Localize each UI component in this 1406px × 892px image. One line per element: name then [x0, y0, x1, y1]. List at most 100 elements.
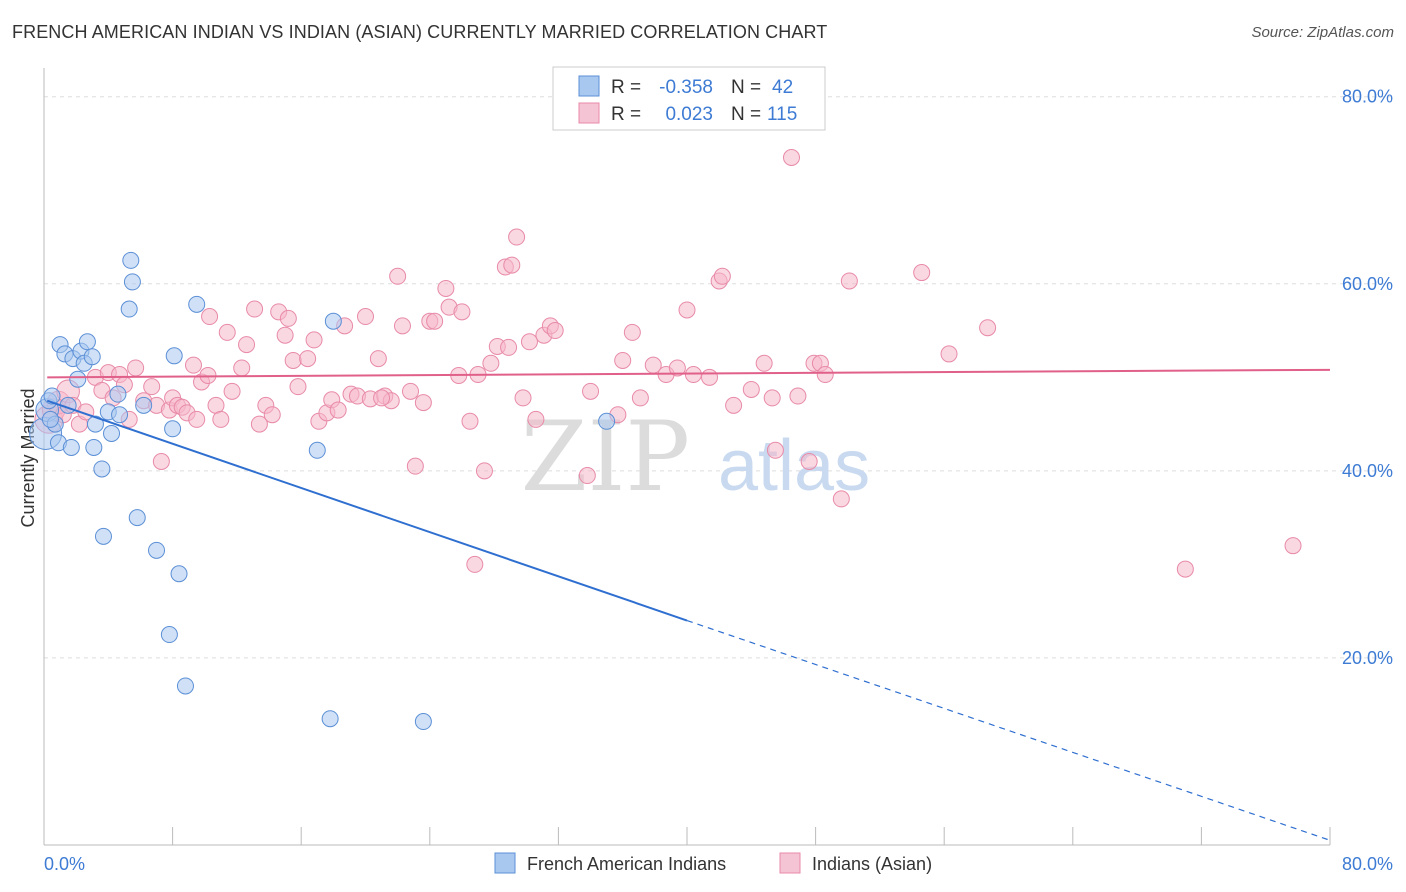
- data-point: [284, 351, 302, 369]
- data-point: [160, 626, 178, 644]
- watermark: ZIP atlas: [521, 401, 870, 513]
- bottom-legend: French American Indians Indians (Asian): [494, 852, 932, 874]
- data-point: [329, 401, 347, 419]
- data-point: [83, 348, 101, 366]
- data-point: [678, 301, 696, 319]
- data-point: [514, 389, 532, 407]
- data-point: [127, 359, 145, 377]
- data-point: [482, 354, 500, 372]
- data-point: [109, 385, 127, 403]
- series-french-american-indians: [29, 251, 616, 731]
- data-point: [263, 406, 281, 424]
- data-point: [475, 462, 493, 480]
- x-tick-label: 80.0%: [1342, 854, 1393, 874]
- data-point: [713, 267, 731, 285]
- legend-r-label: R =: [611, 104, 641, 125]
- data-point: [69, 370, 87, 388]
- data-point: [85, 438, 103, 456]
- bottom-legend-label-indians-asian: Indians (Asian): [812, 854, 932, 874]
- legend-r-value: -0.358: [659, 77, 713, 98]
- data-point: [188, 295, 206, 313]
- data-point: [308, 441, 326, 459]
- trend-lines: [46, 368, 1331, 841]
- data-point: [41, 410, 59, 428]
- data-point: [78, 333, 96, 351]
- data-point: [582, 382, 600, 400]
- data-point: [414, 713, 432, 731]
- data-point: [176, 677, 194, 695]
- data-point: [402, 382, 420, 400]
- data-point: [62, 438, 80, 456]
- data-point: [755, 354, 773, 372]
- data-point: [123, 273, 141, 291]
- legend-n-value: 115: [767, 104, 797, 125]
- y-axis-label: Currently Married: [18, 388, 38, 527]
- data-point: [800, 453, 818, 470]
- legend-swatch-pink: [578, 102, 600, 124]
- data-point: [742, 380, 760, 398]
- data-point: [373, 389, 391, 407]
- data-point: [631, 389, 649, 407]
- legend-r-value: 0.023: [665, 104, 713, 125]
- trend-line-indians-asian: [47, 368, 1331, 379]
- data-point: [406, 457, 424, 475]
- data-point: [979, 319, 997, 337]
- data-point: [527, 410, 545, 428]
- data-point: [212, 410, 230, 428]
- legend-swatch-blue: [578, 75, 600, 97]
- data-point: [120, 300, 138, 318]
- data-point: [453, 303, 471, 321]
- data-point: [170, 565, 188, 583]
- data-point: [623, 323, 641, 341]
- y-tick-label: 60.0%: [1342, 274, 1393, 294]
- data-point: [766, 441, 784, 459]
- data-point: [940, 345, 958, 363]
- data-point: [763, 389, 781, 407]
- bottom-legend-swatch-blue: [494, 852, 516, 874]
- data-point: [520, 333, 538, 351]
- bottom-legend-label-french-american-indians: French American Indians: [527, 854, 726, 874]
- data-point: [276, 326, 294, 344]
- chart-title: FRENCH AMERICAN INDIAN VS INDIAN (ASIAN)…: [12, 22, 828, 42]
- data-point: [466, 555, 484, 573]
- data-point: [279, 309, 297, 327]
- data-point: [816, 366, 834, 384]
- data-point: [503, 256, 521, 274]
- data-point: [289, 378, 307, 396]
- data-point: [305, 331, 323, 349]
- y-tick-label: 20.0%: [1342, 648, 1393, 668]
- legend: R = -0.358 N = 42 R = 0.023 N = 115: [552, 66, 826, 131]
- x-tick-label: 0.0%: [44, 854, 85, 874]
- data-point: [233, 359, 251, 377]
- data-point: [122, 251, 140, 269]
- data-point: [393, 317, 411, 335]
- data-point: [250, 415, 268, 433]
- bottom-legend-swatch-pink: [779, 852, 801, 874]
- series-indians-asian: [34, 149, 1302, 578]
- data-point: [299, 350, 317, 368]
- data-point: [389, 267, 407, 285]
- trend-line-french-american-indians-extension: [686, 619, 1331, 841]
- y-tick-label: 40.0%: [1342, 461, 1393, 481]
- data-point: [188, 410, 206, 428]
- data-point: [437, 279, 455, 297]
- data-point: [164, 420, 182, 438]
- data-point: [165, 347, 183, 365]
- x-tick-labels: 0.0% 80.0%: [44, 854, 1393, 874]
- legend-n-label: N =: [731, 77, 761, 98]
- data-point: [201, 308, 219, 326]
- data-point: [223, 382, 241, 400]
- data-point: [111, 406, 129, 424]
- data-point: [94, 527, 112, 545]
- data-point: [546, 322, 564, 340]
- data-point: [324, 312, 342, 330]
- data-point: [369, 350, 387, 368]
- data-point: [701, 368, 719, 386]
- data-point: [725, 396, 743, 414]
- data-point: [321, 710, 339, 728]
- data-point: [500, 338, 518, 356]
- data-point: [1284, 537, 1302, 555]
- data-point: [246, 300, 264, 318]
- data-point: [184, 356, 202, 374]
